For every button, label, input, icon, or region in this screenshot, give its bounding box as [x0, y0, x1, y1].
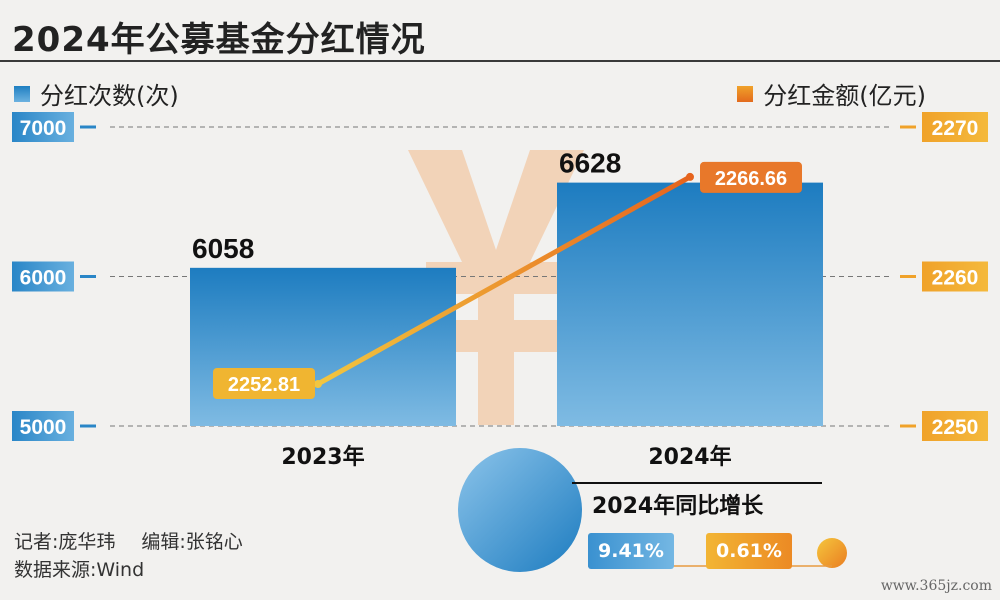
- line-data-label: 2252.81: [228, 374, 300, 396]
- editor-credit: 编辑:张铭心: [141, 531, 243, 553]
- chart-title: 2024年公募基金分红情况: [12, 20, 426, 60]
- title-divider: [0, 60, 1000, 62]
- x-tick-label: 2023年: [281, 444, 364, 470]
- growth-bubble-decoration: [458, 448, 582, 572]
- line-data-label: 2266.66: [715, 168, 787, 190]
- bar: [557, 182, 823, 426]
- left-tick-label: 6000: [20, 267, 67, 290]
- bar-data-label: 6058: [192, 233, 254, 264]
- bar-data-label: 6628: [559, 148, 621, 179]
- line-data-label-box: [700, 161, 802, 193]
- line-point: [314, 379, 322, 388]
- growth-title: 2024年同比增长: [592, 494, 764, 519]
- bar-series: 6058 6628: [190, 148, 823, 426]
- amount-growth-badge: 0.61%: [706, 533, 792, 569]
- right-tick-label: 2250: [932, 416, 979, 439]
- left-axis: 5000 6000 7000: [12, 112, 96, 441]
- line-segment: [315, 174, 693, 387]
- x-axis-labels: 2023年 2024年: [281, 444, 731, 470]
- count-growth-badge: 9.41%: [588, 533, 674, 569]
- line-data-label-box: [213, 367, 315, 399]
- site-watermark: www.365jz.com: [880, 578, 992, 594]
- data-source: 数据来源:Wind: [14, 559, 145, 581]
- legend-line-swatch: [737, 85, 754, 102]
- right-tick-box: [922, 411, 988, 441]
- x-tick-label: 2024年: [648, 444, 731, 470]
- reporter-credit: 记者:庞华玮: [14, 531, 116, 553]
- line-series: 2252.81 2266.66: [213, 161, 802, 399]
- legend-bar-label: 分红次数(次): [40, 82, 179, 110]
- growth-divider: [572, 482, 822, 484]
- credits: 记者:庞华玮 编辑:张铭心 数据来源:Wind: [14, 528, 243, 584]
- left-tick-label: 7000: [20, 117, 67, 140]
- legend-bar-series: 分红次数(次): [14, 76, 179, 111]
- right-tick-box: [922, 261, 988, 292]
- legend-line-series: 分红金额(亿元): [737, 76, 926, 111]
- legend-line-label: 分红金额(亿元): [763, 82, 926, 110]
- bar: [190, 267, 456, 426]
- left-tick-box: [12, 411, 74, 441]
- line-point: [686, 172, 694, 181]
- left-tick-box: [12, 261, 74, 292]
- right-axis: 2250 2260 2270: [900, 112, 988, 441]
- legend-bar-swatch: [14, 85, 30, 102]
- left-tick-box: [12, 112, 74, 142]
- right-tick-box: [922, 112, 988, 142]
- growth-dot-decoration: [817, 538, 847, 568]
- left-tick-label: 5000: [20, 416, 67, 439]
- right-tick-label: 2260: [932, 267, 979, 290]
- right-tick-label: 2270: [932, 117, 979, 140]
